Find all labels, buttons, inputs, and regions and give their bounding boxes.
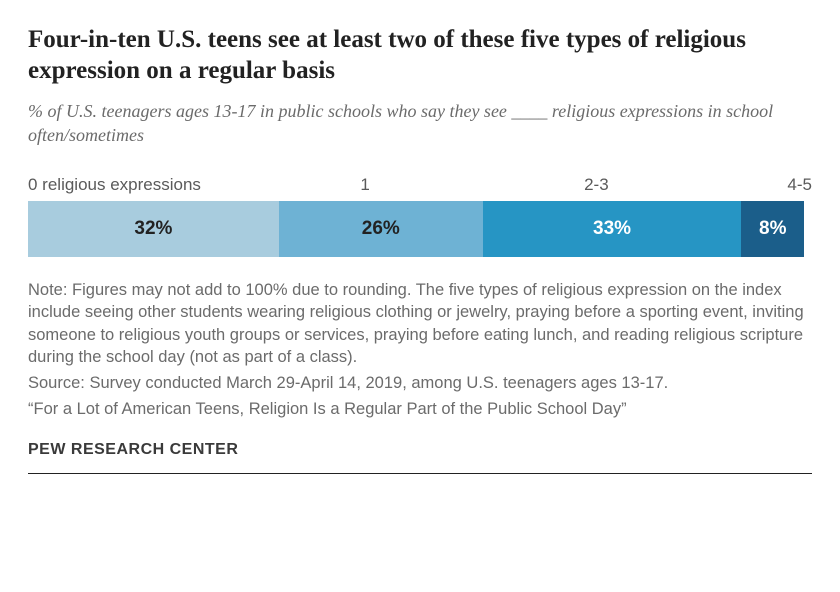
note-text-3: “For a Lot of American Teens, Religion I… [28, 398, 812, 420]
bar-segment-1: 26% [279, 201, 483, 257]
bar-segment-3: 8% [741, 201, 804, 257]
note-text-1: Note: Figures may not add to 100% due to… [28, 279, 812, 368]
note-text-2: Source: Survey conducted March 29-April … [28, 372, 812, 394]
bar-segment-0: 32% [28, 201, 279, 257]
category-labels-row: 0 religious expressions 1 2-3 4-5 [28, 175, 812, 195]
category-label-1: 1 [279, 175, 451, 195]
chart-title: Four-in-ten U.S. teens see at least two … [28, 24, 812, 87]
stacked-bar: 32% 26% 33% 8% [28, 201, 812, 257]
category-label-3: 4-5 [741, 175, 812, 195]
bar-segment-2: 33% [483, 201, 742, 257]
chart-subtitle: % of U.S. teenagers ages 13-17 in public… [28, 99, 812, 148]
category-label-2: 2-3 [451, 175, 741, 195]
category-label-0: 0 religious expressions [28, 175, 279, 195]
footer-attribution: PEW RESEARCH CENTER [28, 441, 812, 474]
